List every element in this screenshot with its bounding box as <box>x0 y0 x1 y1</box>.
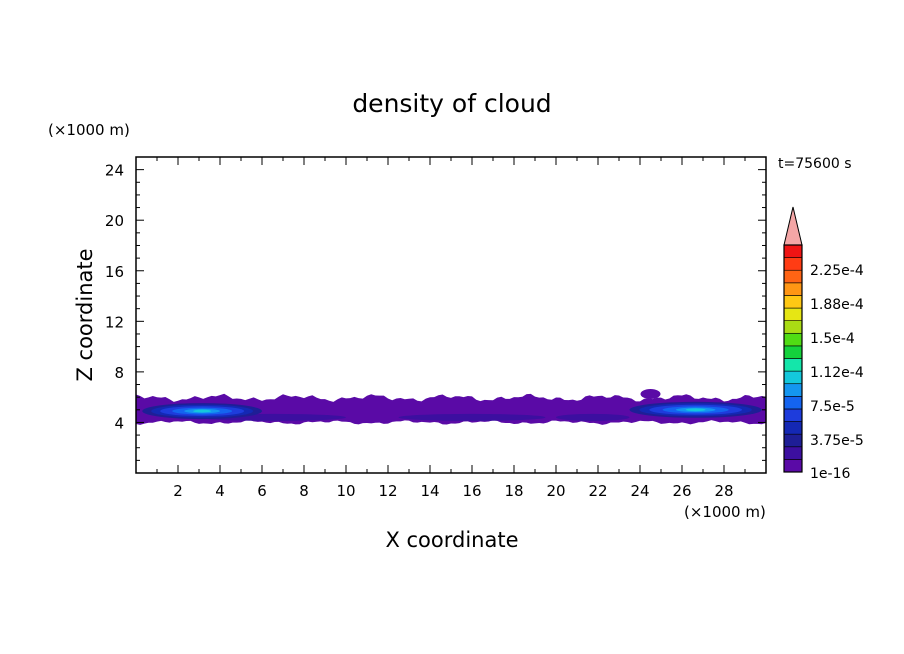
colorbar-swatch <box>783 282 803 296</box>
x-tick-label: 2 <box>173 482 183 500</box>
x-tick-label: 24 <box>630 482 649 500</box>
colorbar-swatch <box>783 370 803 385</box>
colorbar-swatch <box>783 446 803 460</box>
y-tick-label: 20 <box>105 212 124 230</box>
colorbar-label: 2.25e-4 <box>810 263 864 279</box>
colorbar-label: 1.12e-4 <box>810 365 864 381</box>
colorbar-swatch <box>783 421 803 435</box>
y-axis-label: Z coordinate <box>73 248 97 381</box>
colorbar-swatch <box>783 332 803 347</box>
x-tick-label: 18 <box>504 482 523 500</box>
colorbar-swatch <box>783 383 803 397</box>
cloud-band <box>556 413 630 421</box>
y-tick-label: 12 <box>105 313 124 331</box>
x-tick-label: 6 <box>257 482 267 500</box>
colorbar-label: 7.5e-5 <box>810 399 855 415</box>
colorbar-swatch <box>783 320 803 334</box>
x-tick-label: 14 <box>420 482 439 500</box>
colorbar-label: 1e-16 <box>810 466 850 482</box>
colorbar-label: 3.75e-5 <box>810 433 864 449</box>
cloud-band <box>398 413 546 421</box>
cloud-core <box>685 408 706 412</box>
colorbar-swatch <box>783 459 803 473</box>
colorbar-label: 1.88e-4 <box>810 297 864 313</box>
y-tick-label: 24 <box>105 162 124 180</box>
colorbar-frame <box>783 244 803 473</box>
y-tick-label: 16 <box>105 263 124 281</box>
x-tick-label: 26 <box>672 482 691 500</box>
colorbar-swatch <box>783 345 803 359</box>
y-unit-label: (×1000 m) <box>48 121 130 139</box>
colorbar-swatch <box>783 408 803 422</box>
colorbar: 2.25e-4 1.88e-4 1.5e-4 1.12e-4 7.5e-5 3.75e-5… <box>783 206 864 482</box>
y-tick-label: 8 <box>114 364 124 382</box>
y-tick-label: 4 <box>114 414 124 432</box>
colorbar-swatch <box>783 269 803 284</box>
colorbar-swatch <box>783 358 803 372</box>
colorbar-swatch <box>783 433 803 448</box>
cloud-layer <box>136 389 766 425</box>
plot-frame <box>135 156 767 474</box>
cloud-puff <box>640 389 661 399</box>
x-tick-label: 8 <box>299 482 309 500</box>
x-tick-label: 12 <box>378 482 397 500</box>
x-unit-label: (×1000 m) <box>684 503 766 521</box>
x-tick-label: 4 <box>215 482 225 500</box>
x-tick-label: 20 <box>546 482 565 500</box>
colorbar-extend-triangle <box>783 206 803 246</box>
time-label: t=75600 s <box>778 156 852 172</box>
x-tick-label: 16 <box>462 482 481 500</box>
colorbar-swatch <box>783 244 803 258</box>
colorbar-swatch <box>783 257 803 271</box>
colorbar-swatch <box>783 295 803 309</box>
colorbar-label: 1.5e-4 <box>810 331 855 347</box>
x-tick-label: 22 <box>588 482 607 500</box>
colorbar-swatch <box>783 396 803 410</box>
chart-title: density of cloud <box>352 89 551 118</box>
x-axis-label: X coordinate <box>385 528 518 552</box>
colorbar-swatch <box>783 307 803 321</box>
cloud-core <box>193 409 212 413</box>
x-tick-label: 10 <box>336 482 355 500</box>
x-tick-label: 28 <box>714 482 733 500</box>
